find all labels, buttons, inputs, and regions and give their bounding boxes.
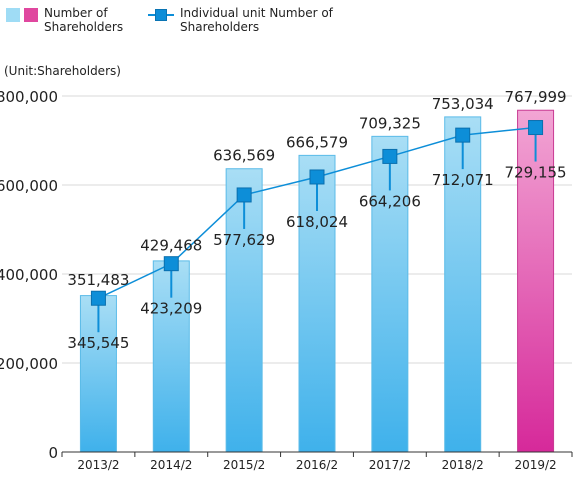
legend-item-individual: Individual unit Number of Shareholders bbox=[148, 6, 360, 34]
bar bbox=[444, 116, 482, 453]
bar-value-label: 767,999 bbox=[505, 88, 567, 106]
line-value-label: 345,545 bbox=[67, 334, 129, 352]
line-marker bbox=[163, 256, 179, 272]
individual-line bbox=[90, 120, 544, 333]
x-tick-label: 2013/2 bbox=[77, 458, 119, 472]
x-tick-label: 2016/2 bbox=[296, 458, 338, 472]
y-tick-label: 400,000 bbox=[0, 266, 58, 284]
x-tick-label: 2017/2 bbox=[369, 458, 411, 472]
line-value-label: 423,209 bbox=[140, 300, 202, 318]
legend: Number of Shareholders Individual unit N… bbox=[6, 6, 566, 40]
line-marker bbox=[236, 187, 252, 203]
legend-line-marker-icon bbox=[148, 6, 174, 24]
line-value-label: 577,629 bbox=[213, 231, 275, 249]
line-marker bbox=[528, 120, 544, 136]
y-tick-label: 200,000 bbox=[0, 355, 58, 373]
legend-swatch-pink bbox=[24, 8, 38, 22]
x-tick-label: 2018/2 bbox=[442, 458, 484, 472]
bar-value-label: 351,483 bbox=[67, 271, 129, 289]
line-marker bbox=[309, 169, 325, 185]
bar-value-label: 709,325 bbox=[359, 114, 421, 132]
y-tick-label: 800,000 bbox=[0, 88, 58, 106]
bar-value-label: 636,569 bbox=[213, 147, 275, 165]
legend-swatch-blue bbox=[6, 8, 20, 22]
legend-label-shareholders: Number of Shareholders bbox=[44, 6, 124, 34]
line-marker bbox=[455, 127, 471, 143]
legend-label-individual: Individual unit Number of Shareholders bbox=[180, 6, 333, 34]
data-labels: 351,483 429,468 636,569 666,579 709,325 753,0… bbox=[67, 88, 566, 352]
bars bbox=[79, 109, 555, 453]
bar-value-label: 429,468 bbox=[140, 237, 202, 255]
line-value-label: 664,206 bbox=[359, 192, 421, 210]
line-marker bbox=[382, 148, 398, 164]
line-marker bbox=[90, 290, 106, 306]
bar-value-label: 666,579 bbox=[286, 133, 348, 151]
x-tick-label: 2015/2 bbox=[223, 458, 265, 472]
y-tick-label: 0 bbox=[48, 444, 58, 462]
unit-label: (Unit:Shareholders) bbox=[4, 64, 121, 78]
axes: 0 200,000 400,000 600,000 800,000 2013/2 2014/… bbox=[0, 88, 573, 472]
x-tick-label: 2014/2 bbox=[150, 458, 192, 472]
line-value-label: 712,071 bbox=[432, 171, 494, 189]
line-value-label: 729,155 bbox=[505, 164, 567, 182]
bar bbox=[517, 109, 555, 453]
bar-value-label: 753,034 bbox=[432, 95, 494, 113]
line-value-label: 618,024 bbox=[286, 213, 348, 231]
x-tick-label: 2019/2 bbox=[514, 458, 556, 472]
legend-item-shareholders: Number of Shareholders bbox=[6, 6, 154, 34]
y-tick-label: 600,000 bbox=[0, 177, 58, 195]
